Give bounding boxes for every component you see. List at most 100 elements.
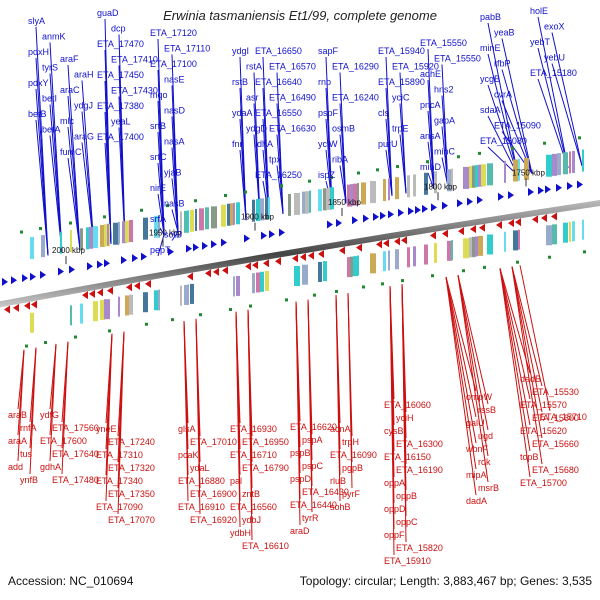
leader-line-rev (511, 266, 543, 465)
gene-label-fwd: ETA_16240 (332, 93, 379, 103)
gene-arrow-rev (13, 303, 19, 312)
feature-block-fwd (563, 152, 568, 175)
feature-block-fwd (265, 197, 269, 220)
leader-line-fwd (427, 110, 435, 189)
gene-label-rev: ETA_16620 (290, 422, 337, 432)
feature-block-rev (236, 275, 240, 296)
gene-label-rev: ETA_15820 (396, 543, 443, 553)
marker (74, 335, 77, 339)
feature-block-fwd (158, 215, 160, 238)
gene-label-fwd: araG (74, 132, 94, 142)
tick-label: 1850 kbp (328, 198, 361, 207)
leader-line-fwd (239, 149, 247, 221)
feature-block-fwd (143, 217, 148, 240)
gene-label-fwd: pabB (480, 12, 501, 22)
gene-arrow-rev (376, 240, 382, 249)
feature-block-rev (370, 253, 376, 274)
marker (308, 179, 311, 183)
leader-line-rev (457, 274, 489, 483)
gene-arrow-fwd (168, 247, 174, 256)
gene-label-rev: ETA_17090 (96, 502, 143, 512)
feature-block-fwd (572, 150, 575, 173)
marker (145, 322, 148, 326)
gene-arrows (2, 180, 583, 314)
gene-arrow-rev (245, 262, 251, 271)
gene-label-fwd: srfB (150, 121, 166, 131)
gene-label-fwd: araC (60, 85, 80, 95)
gene-label-fwd: exoX (544, 22, 565, 32)
leader-line-rev (511, 266, 543, 439)
gene-label-fwd: ETA_16550 (255, 108, 302, 118)
gene-arrow-rev (470, 225, 476, 234)
gene-label-rev: ETA_16920 (190, 515, 237, 525)
gene-arrow-rev (430, 231, 436, 240)
gene-label-rev: pgpB (342, 463, 363, 473)
tick-label: 2000 kbp (52, 246, 85, 255)
gene-label-rev: acnA (330, 424, 351, 434)
gene-arrow-fwd (30, 272, 36, 281)
marker (516, 260, 519, 264)
gene-label-rev: tyrR (302, 513, 319, 523)
gene-label-rev: ETA_16300 (396, 439, 443, 449)
gene-label-rev: araB (8, 410, 27, 420)
leader-line-fwd (551, 63, 583, 166)
feature-block-rev (451, 240, 453, 261)
feature-block-rev (143, 292, 148, 313)
gene-label-rev: ydfG (40, 410, 59, 420)
leader-line-rev (61, 341, 69, 475)
gene-arrow-fwd (408, 207, 414, 216)
marker (548, 255, 551, 259)
leader-line-rev (445, 276, 477, 444)
marker (426, 160, 429, 164)
gene-arrow-rev (401, 236, 407, 245)
tick-label: 1750 kbp (512, 168, 545, 177)
feature-block-fwd (113, 222, 119, 245)
leader-line-rev (445, 276, 477, 496)
gene-arrow-fwd (556, 183, 562, 192)
gene-label-rev: ETA_15600 (532, 413, 579, 423)
feature-block-fwd (463, 166, 469, 189)
tick-label: 1950 kbp (149, 229, 182, 238)
gene-label-fwd: sapF (318, 46, 339, 56)
feature-block-fwd (395, 177, 399, 200)
marker (381, 282, 384, 286)
gene-label-rev: araD (290, 526, 310, 536)
feature-block-fwd (122, 221, 127, 244)
gene-label-rev: zntB (242, 489, 260, 499)
gene-arrow-fwd (442, 201, 448, 210)
gene-label-rev: ETA_16560 (230, 502, 277, 512)
feature-block-fwd (100, 224, 105, 247)
feature-block-fwd (347, 184, 352, 207)
feature-block-fwd (487, 163, 493, 186)
gene-label-fwd: rnb (318, 77, 331, 87)
gene-label-fwd: betA (42, 125, 61, 135)
marker (285, 298, 288, 302)
gene-arrow-fwd (327, 220, 333, 229)
gene-arrow-fwd (457, 199, 463, 208)
leader-line-rev (247, 309, 253, 541)
gene-arrow-rev (532, 215, 538, 224)
gene-label-fwd: nasE (164, 75, 185, 85)
gene-arrow-fwd (577, 180, 583, 189)
gene-arrow-fwd (104, 259, 110, 268)
feature-block-fwd (504, 160, 506, 183)
gene-arrow-rev (24, 301, 30, 310)
gene-arrow-rev (222, 266, 228, 275)
gene-arrow-rev (107, 286, 113, 295)
feature-block-fwd (86, 227, 89, 250)
feature-block-rev (357, 255, 359, 276)
gene-label-fwd: fnr (232, 139, 243, 149)
leader-line-rev (499, 268, 531, 374)
gene-label-fwd: mihD (420, 162, 442, 172)
gene-arrow-rev (356, 243, 362, 252)
gene-arrow-fwd (22, 274, 28, 283)
leader-line-fwd (399, 134, 407, 194)
genome-summary-text: Topology: circular; Length: 3,883,467 bp… (299, 574, 592, 588)
gene-arrow-fwd (567, 182, 573, 191)
marker (44, 341, 47, 345)
gene-arrow-fwd (415, 205, 421, 214)
gene-label-rev: ynfB (20, 475, 38, 485)
feature-block-fwd (118, 221, 120, 244)
gene-label-fwd: cls (378, 108, 389, 118)
feature-block-fwd (451, 168, 453, 191)
